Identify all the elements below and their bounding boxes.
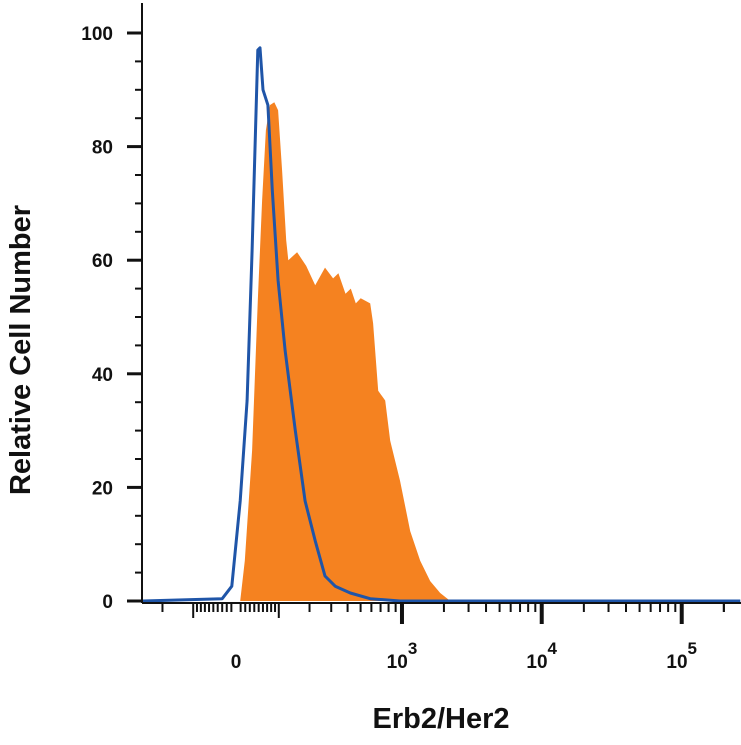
x-tick-exponent: 3	[408, 639, 417, 658]
series-layer	[142, 46, 741, 603]
y-ticks: 0 20 40 60 80 100	[81, 24, 142, 613]
x-tick-base: 0	[231, 652, 242, 673]
x-tick-label: 0	[231, 652, 242, 673]
y-tick-label: 60	[92, 251, 113, 272]
x-tick-exponent: 4	[548, 639, 558, 658]
y-tick-label: 40	[92, 365, 113, 386]
y-tick-label: 20	[92, 478, 113, 499]
y-axis-title: Relative Cell Number	[5, 205, 37, 495]
x-tick-base: 10	[526, 652, 547, 673]
series-0-filled-histogram	[231, 102, 451, 602]
y-tick-label: 0	[102, 592, 113, 613]
y-tick-label: 100	[81, 24, 113, 45]
x-tick-exponent: 5	[688, 639, 697, 658]
x-tick-base: 10	[666, 652, 687, 673]
x-axis-title: Erb2/Her2	[372, 703, 509, 735]
x-tick-label: 104	[526, 639, 557, 673]
x-tick-label: 103	[387, 639, 418, 673]
x-tick-base: 10	[387, 652, 408, 673]
series-1-line-histogram	[142, 46, 741, 603]
y-tick-label: 80	[92, 138, 113, 159]
x-tick-label: 105	[666, 639, 697, 673]
